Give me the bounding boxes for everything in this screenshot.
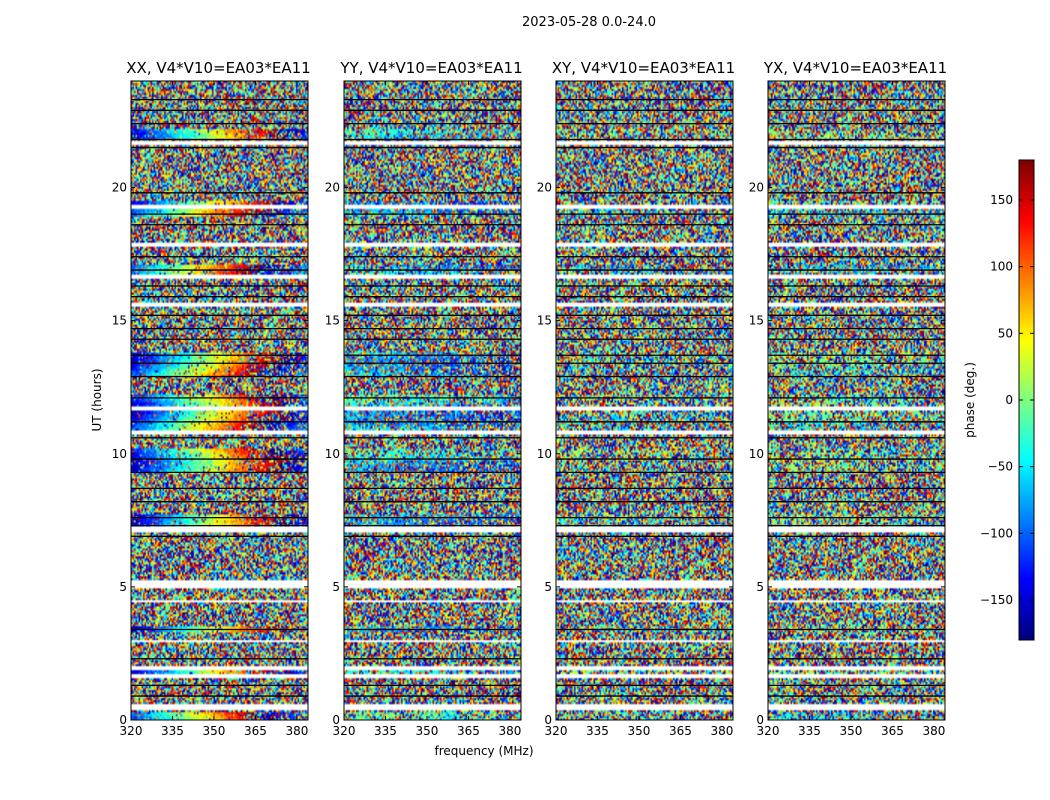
phase-heatmap-yy xyxy=(344,81,521,720)
panel-title: YX, V4*V10=EA03*EA11 xyxy=(763,59,947,77)
x-tick-label: 320 xyxy=(545,724,568,738)
y-tick-label: 10 xyxy=(112,447,127,461)
colorbar-tick-label: 100 xyxy=(990,260,1013,274)
y-tick-label: 15 xyxy=(749,314,764,328)
x-tick-label: 365 xyxy=(244,724,267,738)
colorbar-tick-label: 150 xyxy=(990,193,1013,207)
x-tick-label: 335 xyxy=(374,724,397,738)
y-tick-label: 0 xyxy=(756,713,764,727)
colorbar-tick-label: −150 xyxy=(980,593,1013,607)
x-tick-label: 320 xyxy=(757,724,780,738)
y-tick-label: 15 xyxy=(325,314,340,328)
panel-yy: YY, V4*V10=EA03*EA11 320 335 350 365 380 0 5 10 1… xyxy=(325,59,523,738)
panel-frame xyxy=(767,80,946,721)
x-tick-label: 335 xyxy=(798,724,821,738)
panel-title: XX, V4*V10=EA03*EA11 xyxy=(126,59,310,77)
y-tick-label: 5 xyxy=(119,580,127,594)
colorbar-gradient xyxy=(1019,160,1034,640)
panel-xx: XX, V4*V10=EA03*EA11 320 335 350 365 380 0 5 10 1… xyxy=(112,59,311,738)
y-tick-label: 5 xyxy=(332,580,340,594)
x-tick-label: 320 xyxy=(120,724,143,738)
panel-title: YY, V4*V10=EA03*EA11 xyxy=(339,59,522,77)
y-tick-label: 20 xyxy=(325,181,340,195)
x-tick-label: 365 xyxy=(881,724,904,738)
colorbar-label: phase (deg.) xyxy=(963,362,977,438)
x-tick-label: 335 xyxy=(586,724,609,738)
y-tick-label: 15 xyxy=(537,314,552,328)
x-tick-label: 335 xyxy=(161,724,184,738)
x-axis-label: frequency (MHz) xyxy=(434,744,533,758)
panel-frame xyxy=(555,80,734,721)
y-tick-label: 20 xyxy=(112,181,127,195)
x-tick-label: 320 xyxy=(333,724,356,738)
figure-suptitle: 2023-05-28 0.0-24.0 xyxy=(522,15,656,30)
y-tick-label: 10 xyxy=(325,447,340,461)
y-tick-label: 5 xyxy=(756,580,764,594)
panel-frame xyxy=(343,80,522,721)
y-tick-label: 0 xyxy=(119,713,127,727)
colorbar-tick-label: −50 xyxy=(988,460,1013,474)
x-tick-label: 365 xyxy=(457,724,480,738)
colorbar: 150 100 50 0 −50 −100 −150 xyxy=(980,159,1035,641)
phase-heatmap-yx xyxy=(768,81,945,720)
phase-heatmap-xy xyxy=(556,81,733,720)
x-tick-label: 380 xyxy=(285,724,308,738)
y-tick-label: 10 xyxy=(537,447,552,461)
colorbar-tick-label: −100 xyxy=(980,526,1013,540)
x-tick-label: 350 xyxy=(840,724,863,738)
y-tick-label: 0 xyxy=(544,713,552,727)
y-tick-label: 20 xyxy=(537,181,552,195)
panel-yx: YX, V4*V10=EA03*EA11 320 335 350 365 380 0 5 10 1… xyxy=(749,59,947,738)
y-tick-label: 10 xyxy=(749,447,764,461)
x-tick-label: 350 xyxy=(416,724,439,738)
x-tick-label: 350 xyxy=(628,724,651,738)
panel-title: XY, V4*V10=EA03*EA11 xyxy=(552,59,735,77)
y-tick-label: 15 xyxy=(112,314,127,328)
panels-group: XX, V4*V10=EA03*EA11 320 335 350 365 380 0 5 10 1… xyxy=(112,59,947,738)
y-tick-label: 0 xyxy=(332,713,340,727)
colorbar-tick-label: 50 xyxy=(998,326,1013,340)
y-tick-label: 20 xyxy=(749,181,764,195)
x-tick-label: 380 xyxy=(710,724,733,738)
y-axis-label: UT (hours) xyxy=(90,368,104,431)
colorbar-tick-label: 0 xyxy=(1005,393,1013,407)
phase-heatmap-xx xyxy=(131,81,308,720)
panel-xy: XY, V4*V10=EA03*EA11 320 335 350 365 380 0 5 10 1… xyxy=(537,59,735,738)
y-tick-label: 5 xyxy=(544,580,552,594)
x-tick-label: 365 xyxy=(669,724,692,738)
panel-frame xyxy=(130,80,309,721)
x-tick-label: 380 xyxy=(498,724,521,738)
x-tick-label: 380 xyxy=(922,724,945,738)
x-tick-label: 350 xyxy=(203,724,226,738)
